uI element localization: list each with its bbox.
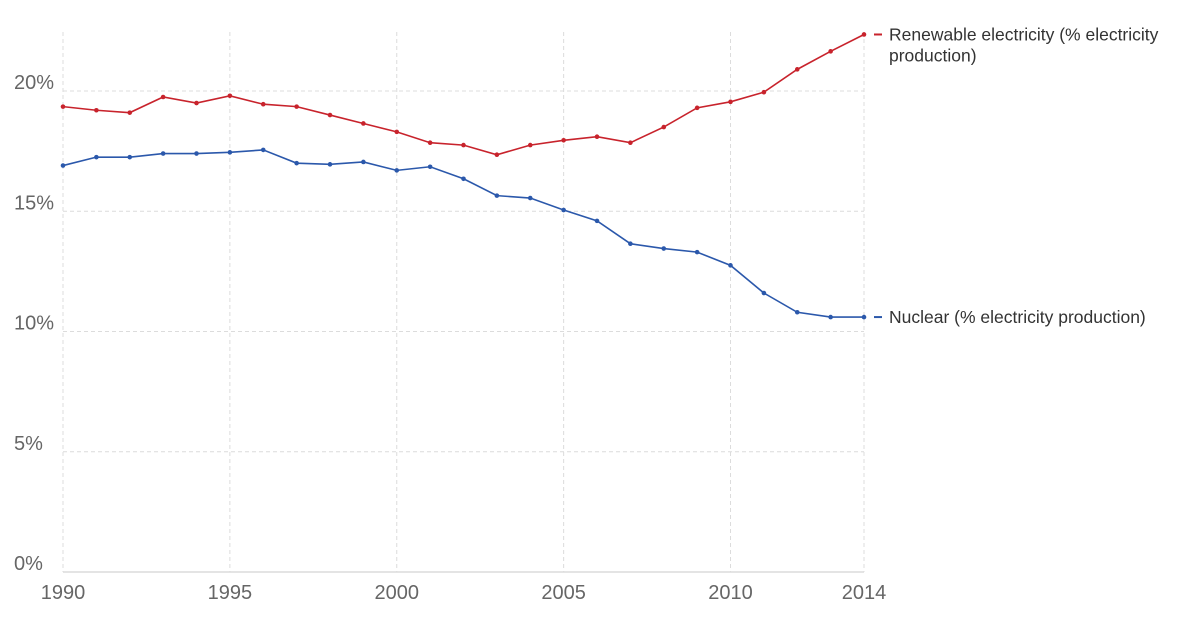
data-point — [327, 112, 333, 118]
data-point — [861, 32, 867, 37]
data-point — [394, 168, 400, 173]
data-point — [794, 67, 800, 72]
data-point — [94, 107, 99, 113]
data-point — [561, 138, 566, 143]
data-point — [294, 160, 299, 166]
data-point — [194, 151, 199, 156]
legend-label-line: Renewable electricity (% electricity — [889, 24, 1159, 44]
data-point — [361, 121, 366, 126]
y-tick-label: 10% — [14, 313, 54, 335]
x-tick-label: 2000 — [375, 582, 420, 604]
legend-label-line: Nuclear (% electricity production) — [889, 307, 1146, 327]
data-point — [294, 104, 299, 109]
data-point — [160, 151, 166, 156]
data-point — [694, 249, 700, 255]
data-point — [427, 164, 433, 170]
legend-item: Renewable electricity (% electricity prod… — [874, 24, 1159, 65]
x-tick-label: 2010 — [708, 582, 753, 604]
data-point — [394, 129, 400, 135]
data-point — [494, 152, 500, 158]
data-point — [227, 150, 233, 155]
gridlines — [62, 32, 865, 573]
data-point — [594, 218, 600, 224]
x-tick-label: 2005 — [541, 582, 586, 604]
data-series — [60, 32, 867, 320]
data-point — [527, 195, 533, 201]
data-point — [594, 134, 600, 139]
data-point — [260, 147, 266, 153]
tick-labels: 0% 5% 10% 15% 20% 1990 1995 2000 2005 2010 2014 — [14, 72, 886, 604]
legend-label: Nuclear (% electricity production) — [889, 307, 1146, 327]
y-tick-label: 15% — [14, 192, 54, 214]
data-point — [828, 314, 833, 320]
data-point — [761, 290, 767, 296]
data-point — [661, 246, 667, 251]
series-1 — [60, 147, 867, 320]
data-point — [60, 104, 66, 109]
data-point — [628, 140, 633, 146]
data-point — [628, 241, 633, 247]
data-point — [127, 154, 133, 160]
data-point — [127, 110, 133, 115]
data-point — [694, 105, 700, 111]
legend-label-line: production) — [889, 45, 977, 65]
data-point — [361, 159, 366, 165]
data-point — [260, 101, 266, 107]
data-point — [861, 314, 867, 320]
x-tick-label: 1990 — [41, 582, 86, 604]
data-point — [794, 309, 800, 315]
x-tick-label: 1995 — [208, 582, 253, 604]
series-line — [62, 149, 864, 318]
x-tick-label: 2014 — [842, 582, 887, 604]
data-point — [160, 94, 166, 100]
series-0 — [60, 32, 867, 158]
data-point — [94, 154, 99, 160]
data-point — [427, 140, 433, 146]
data-point — [761, 89, 767, 95]
y-tick-label: 20% — [14, 72, 54, 94]
y-tick-label: 0% — [14, 553, 43, 575]
legend: Renewable electricity (% electricity prod… — [874, 24, 1159, 327]
series-line — [62, 33, 865, 156]
legend-label: Renewable electricity (% electricity prod… — [889, 24, 1159, 65]
legend-item: Nuclear (% electricity production) — [874, 307, 1146, 327]
y-tick-label: 5% — [14, 433, 43, 455]
data-point — [60, 163, 66, 168]
data-point — [227, 93, 233, 99]
data-point — [494, 193, 500, 198]
data-point — [728, 99, 733, 105]
data-point — [527, 142, 533, 148]
data-point — [828, 49, 833, 54]
data-point — [461, 176, 466, 182]
data-point — [561, 207, 566, 213]
data-point — [327, 162, 333, 167]
data-point — [728, 263, 733, 268]
data-point — [194, 100, 199, 106]
data-point — [461, 142, 466, 148]
data-point — [661, 124, 667, 130]
